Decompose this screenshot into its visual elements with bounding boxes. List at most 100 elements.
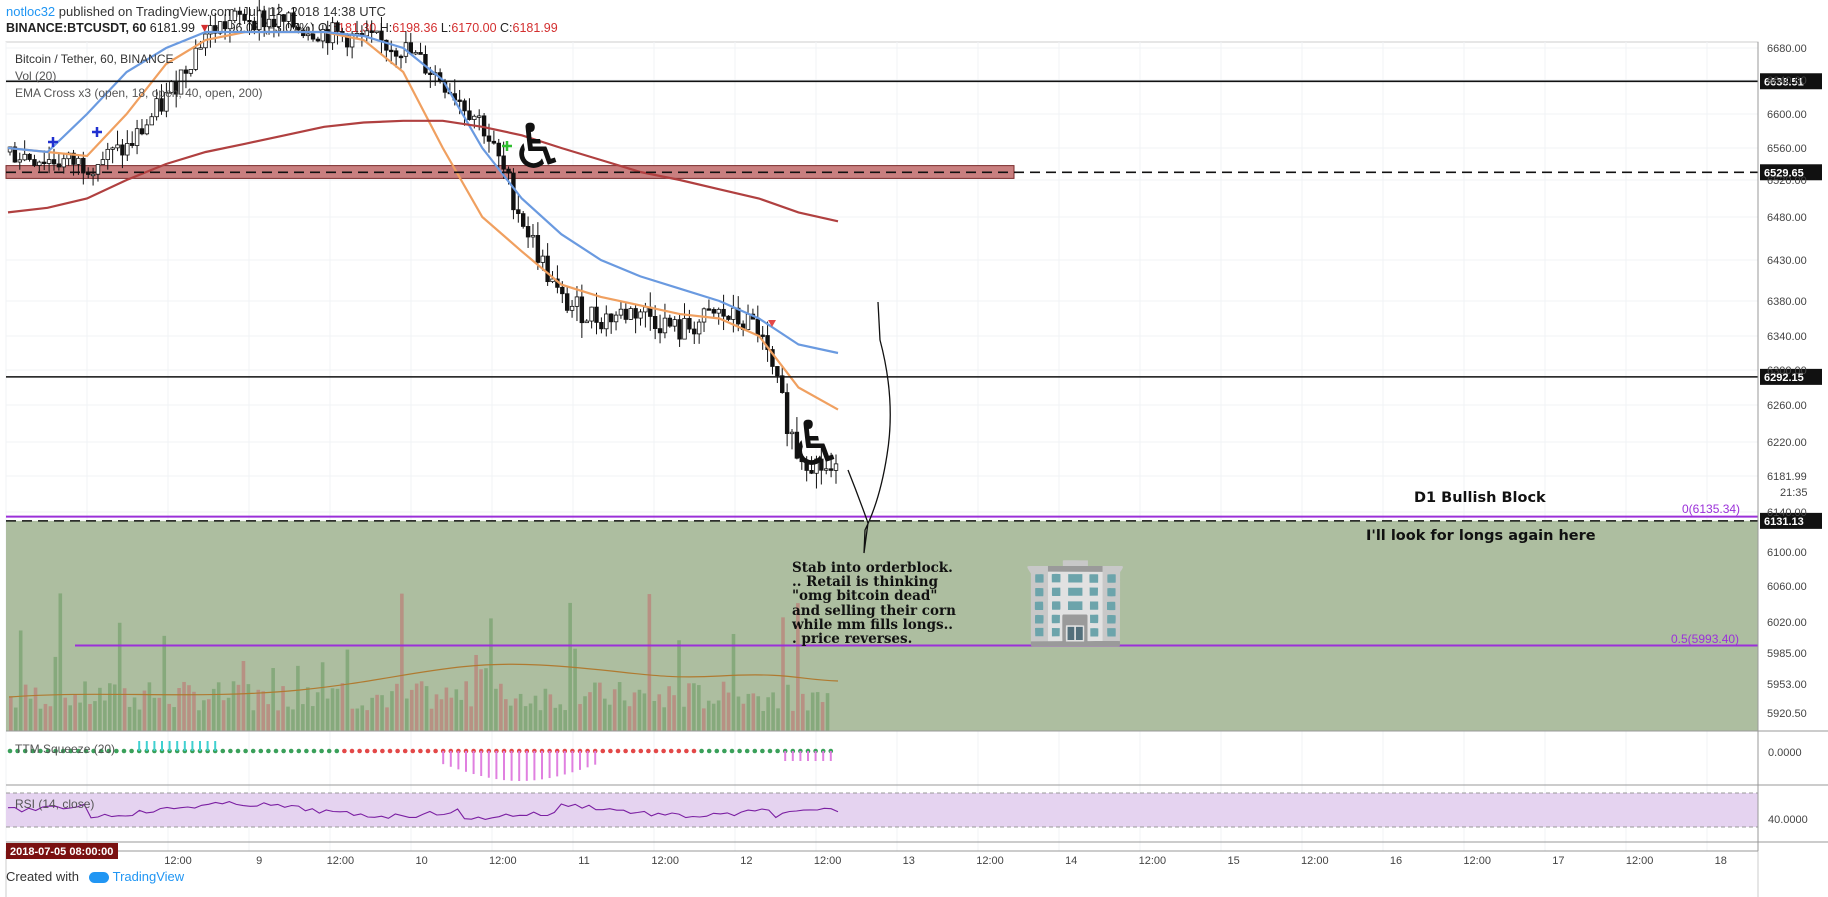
- candle-body: [780, 375, 785, 393]
- candle-body: [17, 159, 22, 163]
- volume-bar: [231, 681, 236, 731]
- price-level-label: 6292.15: [1764, 372, 1804, 384]
- candle-body: [789, 431, 795, 435]
- candle-body: [496, 142, 501, 157]
- squeeze-dot: [608, 748, 613, 754]
- candle-body: [129, 143, 135, 146]
- volume-bar: [439, 699, 444, 731]
- volume-bar: [68, 705, 72, 731]
- volume-bar: [103, 700, 107, 731]
- candle-body: [393, 50, 399, 57]
- volume-bar: [236, 684, 241, 731]
- volume-bar: [216, 682, 221, 731]
- author-link[interactable]: notloc32: [6, 4, 56, 19]
- candle-body: [457, 99, 462, 102]
- candle-body: [525, 226, 531, 238]
- candle-body: [266, 18, 272, 28]
- time-badge: [6, 843, 118, 859]
- candle-body: [638, 311, 643, 319]
- volume-bar: [484, 668, 488, 731]
- volume-bar: [33, 687, 38, 731]
- candle-body: [389, 49, 394, 53]
- volume-bar: [78, 702, 82, 731]
- y-tick-label: 6480.00: [1767, 212, 1807, 224]
- wheelchair-icon: ♿: [788, 407, 844, 480]
- volume-bar: [63, 697, 68, 731]
- x-tick-label: 12:00: [1626, 855, 1654, 867]
- candle-body: [682, 318, 687, 340]
- squeeze-dot: [684, 748, 689, 754]
- volume-bar: [83, 681, 87, 731]
- candle-body: [37, 161, 42, 166]
- volume-bar: [766, 697, 770, 731]
- y-tick-label: 6600.00: [1767, 109, 1807, 121]
- squeeze-dot: [45, 748, 51, 754]
- volume-bar: [315, 692, 320, 731]
- squeeze-dot: [220, 748, 226, 754]
- volume-bar: [182, 681, 186, 731]
- candle-body: [222, 21, 228, 30]
- candle-body: [310, 33, 316, 40]
- volume-bar: [558, 704, 563, 731]
- volume-bar: [702, 708, 706, 731]
- candle-body: [320, 29, 326, 42]
- squeeze-dot: [106, 748, 112, 754]
- y-tick-label: 6560.00: [1767, 143, 1807, 155]
- candle-body: [560, 286, 565, 295]
- candle-body: [711, 309, 717, 314]
- candle-body: [770, 349, 775, 367]
- candle-body: [765, 335, 770, 350]
- squeeze-legend: TTM Squeeze (20): [15, 742, 116, 756]
- volume-bar: [226, 697, 231, 731]
- candle-body: [208, 25, 213, 35]
- squeeze-dot: [722, 748, 727, 754]
- volume-bar: [246, 684, 251, 731]
- volume-bar: [266, 704, 270, 731]
- volume-bar: [405, 698, 409, 731]
- close-value: 6181.99: [512, 21, 558, 35]
- candle-body: [760, 334, 765, 337]
- volume-bar: [731, 633, 736, 731]
- squeeze-dot: [349, 748, 355, 754]
- volume-bar: [310, 706, 315, 731]
- volume-bar: [687, 683, 691, 731]
- candle-body: [56, 163, 62, 168]
- squeeze-dot: [38, 748, 43, 754]
- chart-title: Bitcoin / Tether, 60, BINANCE: [15, 52, 174, 66]
- volume-bar: [419, 681, 424, 731]
- volume-bar: [563, 710, 567, 731]
- squeeze-dot: [76, 748, 81, 754]
- candle-body: [198, 47, 203, 50]
- candle-body: [120, 144, 125, 156]
- squeeze-dot: [114, 748, 119, 754]
- y-tick-label: 6020.00: [1767, 617, 1807, 629]
- volume-bar: [741, 703, 746, 731]
- squeeze-dot: [281, 748, 286, 754]
- candle-body: [134, 128, 140, 146]
- volume-bar: [573, 648, 577, 731]
- tradingview-link[interactable]: TradingView: [112, 869, 185, 884]
- x-tick-label: 12:00: [327, 855, 355, 867]
- volume-bar: [815, 692, 820, 731]
- candle-body: [701, 308, 707, 323]
- candle-body: [628, 308, 633, 320]
- x-tick-label: 12:00: [651, 855, 679, 867]
- volume-bar: [444, 687, 449, 731]
- volume-legend: Vol (20): [15, 69, 57, 83]
- squeeze-dot: [775, 748, 780, 754]
- candle-body: [618, 308, 624, 316]
- volume-bar: [330, 688, 335, 731]
- candle-body: [550, 278, 555, 283]
- rsi-band: [6, 793, 1758, 827]
- candle-body: [804, 461, 809, 471]
- rsi-tick-label: 40.0000: [1768, 814, 1808, 826]
- candle-body: [652, 316, 658, 329]
- block-title: D1 Bullish Block: [1414, 490, 1546, 506]
- volume-bar: [281, 686, 285, 731]
- volume-bar: [207, 699, 211, 731]
- y-tick-label: 6430.00: [1767, 255, 1807, 267]
- candle-body: [159, 98, 164, 112]
- squeeze-dot: [737, 748, 742, 754]
- low-label: L:: [440, 21, 452, 35]
